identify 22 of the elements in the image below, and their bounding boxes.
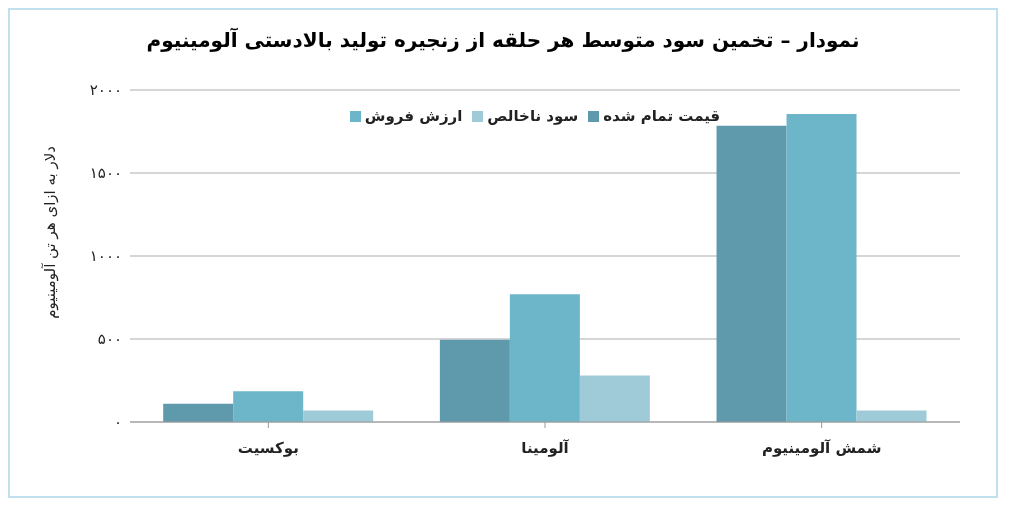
bar <box>439 339 510 422</box>
y-tick-label: ۰ <box>113 413 122 432</box>
x-tick-label: بوکسیت <box>237 438 299 457</box>
legend-label: ارزش فروش <box>364 107 463 125</box>
y-tick-label: ۱۰۰۰ <box>89 247 122 266</box>
bar <box>579 375 650 422</box>
chart-title: نمودار – تخمین سود متوسط هر حلقه از زنجیره تولید بالادستی آلومینیوم <box>145 27 861 52</box>
bar <box>303 410 374 422</box>
legend-label: قیمت تمام شده <box>603 107 721 125</box>
y-axis-title: دلار به ازای هر تن آلومینیوم <box>41 146 60 319</box>
bar <box>856 410 927 422</box>
y-tick-label: ۱۵۰۰ <box>89 164 122 183</box>
x-tick-label: شمش آلومینیوم <box>761 438 882 457</box>
bar <box>163 403 234 422</box>
y-tick-label: ۲۰۰۰ <box>89 81 122 100</box>
x-tick-label: آلومینا <box>521 438 570 457</box>
legend-label: سود ناخالص <box>487 107 579 125</box>
bar <box>786 114 857 422</box>
bar <box>716 125 787 422</box>
bar <box>233 391 304 422</box>
bar <box>509 294 580 422</box>
y-tick-label: ۵۰۰ <box>97 330 122 349</box>
